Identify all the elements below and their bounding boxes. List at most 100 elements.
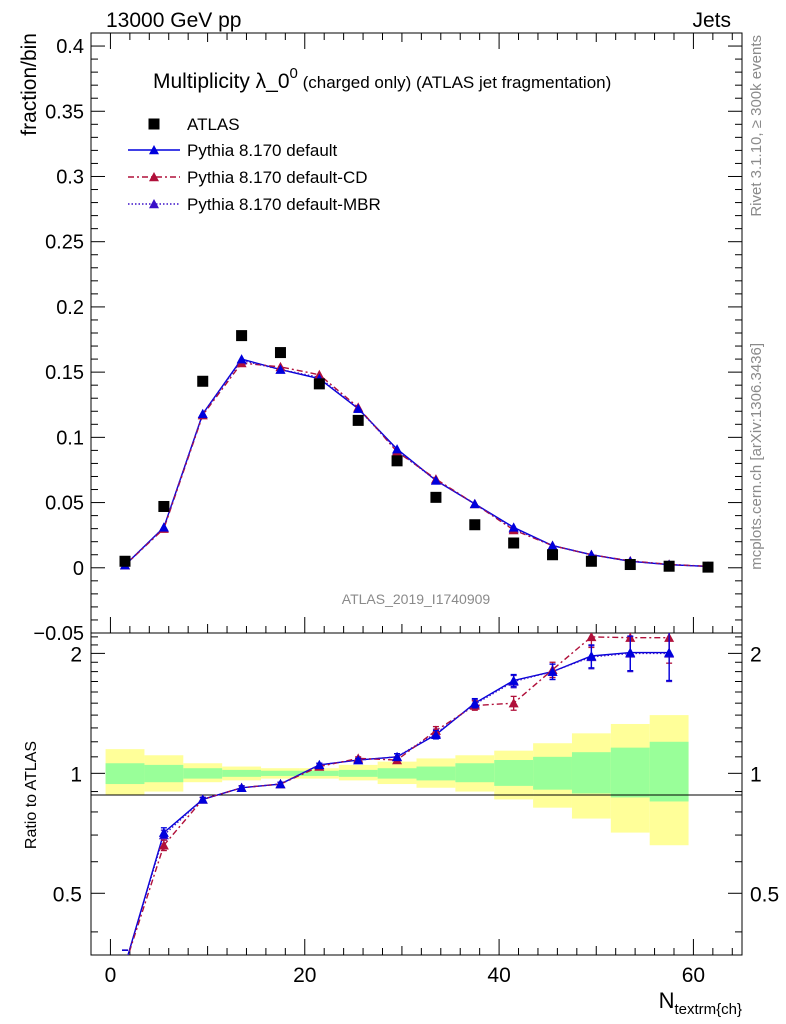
ratio-axes: 0.5 0.51 12 20 20 40 60 bbox=[53, 636, 779, 987]
ratio-point-cd bbox=[120, 960, 130, 969]
main-ytick-label: 0.3 bbox=[56, 166, 84, 188]
ratio-point-cd bbox=[508, 698, 519, 708]
point-default bbox=[392, 444, 403, 454]
legend-marker-cd bbox=[149, 172, 159, 182]
point-default bbox=[508, 522, 519, 532]
point-atlas bbox=[274, 347, 286, 359]
ratio-point-cd bbox=[158, 840, 169, 850]
ratio-point-default bbox=[664, 647, 675, 657]
point-atlas bbox=[313, 378, 325, 390]
point-atlas bbox=[352, 414, 364, 426]
point-atlas bbox=[430, 491, 442, 503]
header-left: 13000 GeV pp bbox=[106, 9, 241, 32]
ratio-ytick-label: 1 bbox=[70, 763, 82, 786]
analysis-tag: ATLAS_2019_I1740909 bbox=[342, 591, 491, 607]
ratio-point-default bbox=[314, 759, 325, 770]
series-line-cd bbox=[124, 362, 709, 568]
ratio-ytick-label: 0.5 bbox=[53, 883, 82, 906]
point-atlas bbox=[158, 500, 170, 512]
rivet-label: Rivet 3.1.10, ≥ 300k events bbox=[748, 35, 765, 217]
main-plot-marks bbox=[119, 330, 714, 573]
main-ytick-label: 0 bbox=[73, 558, 84, 580]
series-line-default bbox=[124, 358, 709, 568]
header-right: Jets bbox=[692, 9, 731, 32]
ratio-point-default bbox=[120, 960, 130, 969]
ratio-panel-frame bbox=[90, 632, 743, 956]
ratio-ytick-label: 2 bbox=[70, 643, 82, 666]
legend-marker-atlas bbox=[148, 118, 160, 130]
legend-label: Pythia 8.170 default-MBR bbox=[187, 195, 381, 214]
point-atlas bbox=[547, 549, 559, 561]
ratio-point-default bbox=[197, 794, 208, 804]
ratio-point-default bbox=[508, 675, 519, 685]
ratio-band-green bbox=[105, 763, 145, 785]
legend-label: Pythia 8.170 default bbox=[187, 141, 338, 160]
ratio-band-green bbox=[533, 756, 572, 790]
main-ylabel: fraction/bin bbox=[18, 33, 41, 136]
main-ytick-label: 0.1 bbox=[56, 427, 84, 449]
ratio-ytick-label-right: 1 bbox=[750, 763, 762, 786]
point-atlas bbox=[119, 555, 131, 567]
main-ytick-label: −0.05 bbox=[33, 623, 84, 645]
ratio-point-default bbox=[469, 698, 480, 708]
ratio-point-cd bbox=[586, 633, 597, 642]
point-atlas bbox=[624, 559, 636, 571]
point-atlas bbox=[197, 375, 209, 387]
ratio-band-green bbox=[377, 768, 417, 779]
main-axes: −0.05 0 0.05 0.1 0.15 0.2 0.25 0.3 0.35 0.4 bbox=[33, 33, 742, 645]
ratio-point-default bbox=[430, 729, 441, 739]
point-default bbox=[353, 403, 364, 413]
x-tick-label: 20 bbox=[293, 964, 316, 987]
chart-title: Multiplicity λ_00 (charged only) (ATLAS … bbox=[153, 65, 611, 93]
main-ytick-label: 0.4 bbox=[56, 36, 84, 58]
ratio-band-green bbox=[571, 752, 611, 794]
x-tick-label: 0 bbox=[105, 964, 117, 987]
legend-marker-default bbox=[149, 145, 159, 155]
ratio-point-default bbox=[392, 751, 403, 762]
point-atlas bbox=[663, 560, 675, 572]
point-atlas bbox=[508, 537, 520, 549]
main-ytick-label: 0.05 bbox=[45, 493, 84, 515]
ratio-point-default bbox=[586, 650, 597, 661]
x-tick-label: 60 bbox=[682, 964, 705, 987]
ratio-band-green bbox=[144, 764, 184, 783]
ratio-uncertainty-bands bbox=[105, 715, 689, 846]
point-atlas bbox=[236, 330, 248, 342]
legend-label: Pythia 8.170 default-CD bbox=[187, 168, 368, 187]
legend: ATLAS Pythia 8.170 default Pythia 8.170 de… bbox=[128, 115, 381, 214]
x-axis-label: Ntextrm{ch} bbox=[659, 988, 742, 1018]
ratio-point-default bbox=[353, 755, 364, 765]
mcplots-label: mcplots.cern.ch [arXiv:1306.3436] bbox=[748, 343, 765, 570]
point-default bbox=[547, 540, 558, 550]
ratio-point-default bbox=[625, 647, 636, 657]
ratio-band-green bbox=[338, 769, 378, 777]
point-default bbox=[430, 475, 441, 485]
ratio-point-mbr bbox=[120, 960, 130, 969]
point-atlas bbox=[585, 555, 597, 567]
ratio-band-green bbox=[494, 760, 534, 786]
ratio-band-green bbox=[222, 769, 262, 777]
point-atlas bbox=[391, 455, 403, 467]
point-default bbox=[236, 354, 247, 364]
ratio-point-default bbox=[275, 779, 286, 789]
main-ytick-label: 0.25 bbox=[45, 232, 84, 254]
ratio-ytick-label-right: 2 bbox=[750, 643, 762, 666]
ratio-band-green bbox=[416, 766, 456, 781]
ratio-band-green bbox=[183, 768, 223, 779]
main-ytick-label: 0.2 bbox=[56, 297, 84, 319]
legend-label: ATLAS bbox=[187, 115, 240, 134]
main-ytick-label: 0.15 bbox=[45, 362, 84, 384]
x-tick-label: 40 bbox=[487, 964, 510, 987]
legend-marker-mbr bbox=[149, 199, 159, 209]
point-default bbox=[275, 364, 286, 374]
point-atlas bbox=[702, 561, 714, 573]
point-default bbox=[469, 498, 480, 509]
ratio-band-green bbox=[649, 741, 689, 802]
point-default bbox=[197, 408, 208, 419]
ratio-band-green bbox=[610, 747, 650, 798]
ratio-ytick-label-right: 0.5 bbox=[750, 883, 779, 906]
ratio-band-green bbox=[299, 770, 339, 776]
ratio-series-group bbox=[120, 633, 675, 969]
ratio-point-default bbox=[236, 782, 247, 793]
